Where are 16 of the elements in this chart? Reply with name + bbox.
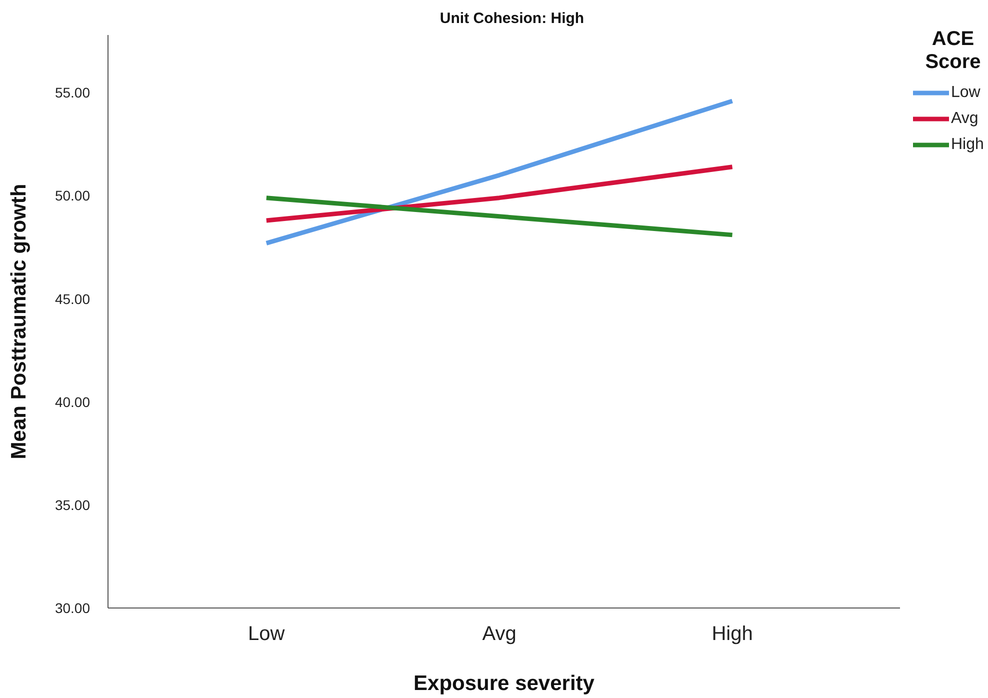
y-tick-label: 55.00 [54, 84, 90, 101]
legend-label: Avg [951, 110, 978, 128]
y-tick-label: 35.00 [54, 496, 90, 513]
chart-title: Unit Cohesion: High [438, 10, 586, 27]
legend-label: High [951, 136, 984, 154]
x-tick-label: High [712, 623, 753, 646]
legend-label: Low [951, 84, 980, 102]
x-tick-label: Avg [482, 623, 516, 646]
legend-title: ACE Score [924, 28, 982, 74]
y-tick-label: 40.00 [54, 394, 90, 410]
x-axis-title: Exposure severity [414, 672, 595, 695]
y-tick-label: 45.00 [54, 290, 90, 307]
y-axis-title: Mean Posttraumatic growth [7, 184, 30, 460]
y-tick-label: 50.00 [54, 188, 90, 204]
y-tick-label: 30.00 [54, 600, 90, 616]
x-tick-label: Low [248, 623, 286, 646]
